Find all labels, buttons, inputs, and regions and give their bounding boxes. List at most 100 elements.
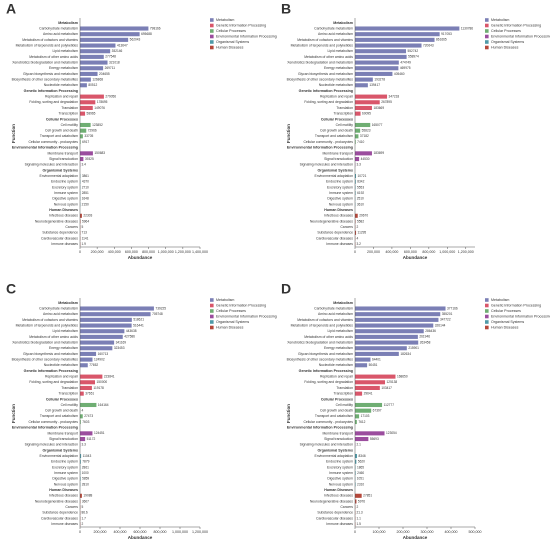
category-label: Cell motility <box>336 123 354 127</box>
bar <box>355 139 356 145</box>
bar <box>80 334 123 339</box>
bar <box>80 431 93 436</box>
value-label: 277548 <box>105 55 116 59</box>
x-axis-title: Abundance <box>403 255 428 260</box>
category-label: Immune system <box>54 471 78 475</box>
x-tick-label: 1,200,000 <box>175 250 191 254</box>
bar <box>80 219 81 224</box>
bar <box>355 71 393 76</box>
category-label: Transport and catabolism <box>40 134 78 138</box>
legend-swatch <box>210 325 214 330</box>
category-label: Signaling molecules and interaction <box>25 163 78 167</box>
bar <box>355 185 356 190</box>
category-label: Cellular community - prokaryotes <box>28 420 78 424</box>
value-label: 44530 <box>361 157 370 161</box>
x-tick-label: 100,000 <box>373 530 386 534</box>
value-label: 1865 <box>357 465 364 469</box>
value-label: 103417 <box>381 386 392 390</box>
value-label: 321018 <box>109 60 120 64</box>
x-tick-label: 400,000 <box>385 250 398 254</box>
value-label: 60095 <box>362 111 371 115</box>
value-label: 77652 <box>89 363 98 367</box>
category-label: Transcription <box>334 112 354 116</box>
category-label: Carbohydrate metabolism <box>314 306 353 310</box>
bar <box>355 156 360 162</box>
x-tick-label: 600,000 <box>125 250 138 254</box>
x-tick-label: 1,000,000 <box>158 250 174 254</box>
value-label: 125138 <box>387 380 398 384</box>
category-label: Cell motility <box>336 403 354 407</box>
value-label: 3.3 <box>357 163 362 167</box>
bar <box>355 54 407 59</box>
bar <box>80 351 97 356</box>
value-label: 150000 <box>97 380 108 384</box>
category-label: Immune system <box>329 191 353 195</box>
bar <box>355 37 435 42</box>
value-label: 917053 <box>441 32 452 36</box>
bar <box>355 436 369 442</box>
bar <box>355 105 372 111</box>
bar <box>80 454 82 459</box>
value-label: 474749 <box>400 60 411 64</box>
bar <box>355 385 380 391</box>
category-label: Substance dependence <box>317 511 353 515</box>
value-label: 558974 <box>408 55 419 59</box>
value-label: 165077 <box>372 123 383 127</box>
category-label: Carbohydrate metabolism <box>314 26 353 30</box>
y-axis-title: Function <box>11 404 16 423</box>
bar <box>80 385 92 391</box>
legend-swatch <box>210 320 214 324</box>
value-label: 10721 <box>357 174 366 178</box>
value-label: 39325 <box>85 157 94 161</box>
value-label: 352146 <box>112 49 123 53</box>
category-label: Membrane transport <box>47 151 78 155</box>
category-label: Folding, sorting and degradation <box>29 380 78 384</box>
value-label: 2810 <box>82 482 89 486</box>
category-label: Immune system <box>54 191 78 195</box>
legend-label: Human Diseases <box>216 325 244 329</box>
value-label: 263458 <box>420 340 431 344</box>
category-label: Xenobiotics biodegradation and metabolis… <box>12 60 78 64</box>
category-label: Transcription <box>59 112 79 116</box>
value-label: 2310 <box>357 482 364 486</box>
value-label: 1000 <box>82 471 89 475</box>
y-axis-title: Function <box>286 124 291 143</box>
group-header: Metabolism <box>58 21 78 25</box>
bar <box>80 346 113 351</box>
category-label: Biosynthesis of other secondary metaboli… <box>12 77 79 81</box>
category-label: Signal transduction <box>49 157 78 161</box>
category-label: Biosynthesis of other secondary metaboli… <box>12 357 79 361</box>
value-label: 29670 <box>359 214 368 218</box>
category-label: Cardiovascular diseases <box>316 236 353 240</box>
panel-label: C <box>6 281 16 297</box>
bar <box>355 391 363 396</box>
value-label: 2861 <box>82 465 89 469</box>
value-label: 713 <box>82 231 88 235</box>
category-label: Substance dependence <box>42 231 78 235</box>
group-header: Human Diseases <box>324 488 353 492</box>
bar <box>355 402 383 408</box>
group-header: Cellular Processes <box>46 117 78 121</box>
value-label: 164164 <box>98 403 109 407</box>
category-label: Nucleotide metabolism <box>44 363 78 367</box>
bar <box>80 419 81 425</box>
bar <box>80 37 129 42</box>
bar <box>355 134 359 139</box>
bar <box>80 32 140 37</box>
category-label: Glycan biosynthesis and metabolism <box>23 352 78 356</box>
category-label: Cell motility <box>61 403 79 407</box>
category-label: Metabolism of cofactors and vitamins <box>297 38 353 42</box>
legend-label: Genetic Information Processing <box>491 23 541 27</box>
group-header: Organismal Systems <box>317 448 353 452</box>
category-label: Folding, sorting and degradation <box>304 100 353 104</box>
legend-label: Metabolism <box>216 18 234 22</box>
value-label: 347218 <box>389 94 400 98</box>
value-label: 21.3 <box>357 511 363 515</box>
category-label: Cardiovascular diseases <box>41 236 78 240</box>
value-label: 123054 <box>386 431 397 435</box>
category-label: Energy metabolism <box>49 66 78 70</box>
value-label: 112777 <box>384 403 395 407</box>
bar <box>80 26 149 31</box>
value-label: 72966 <box>88 129 97 133</box>
x-tick-label: 200,000 <box>94 530 107 534</box>
